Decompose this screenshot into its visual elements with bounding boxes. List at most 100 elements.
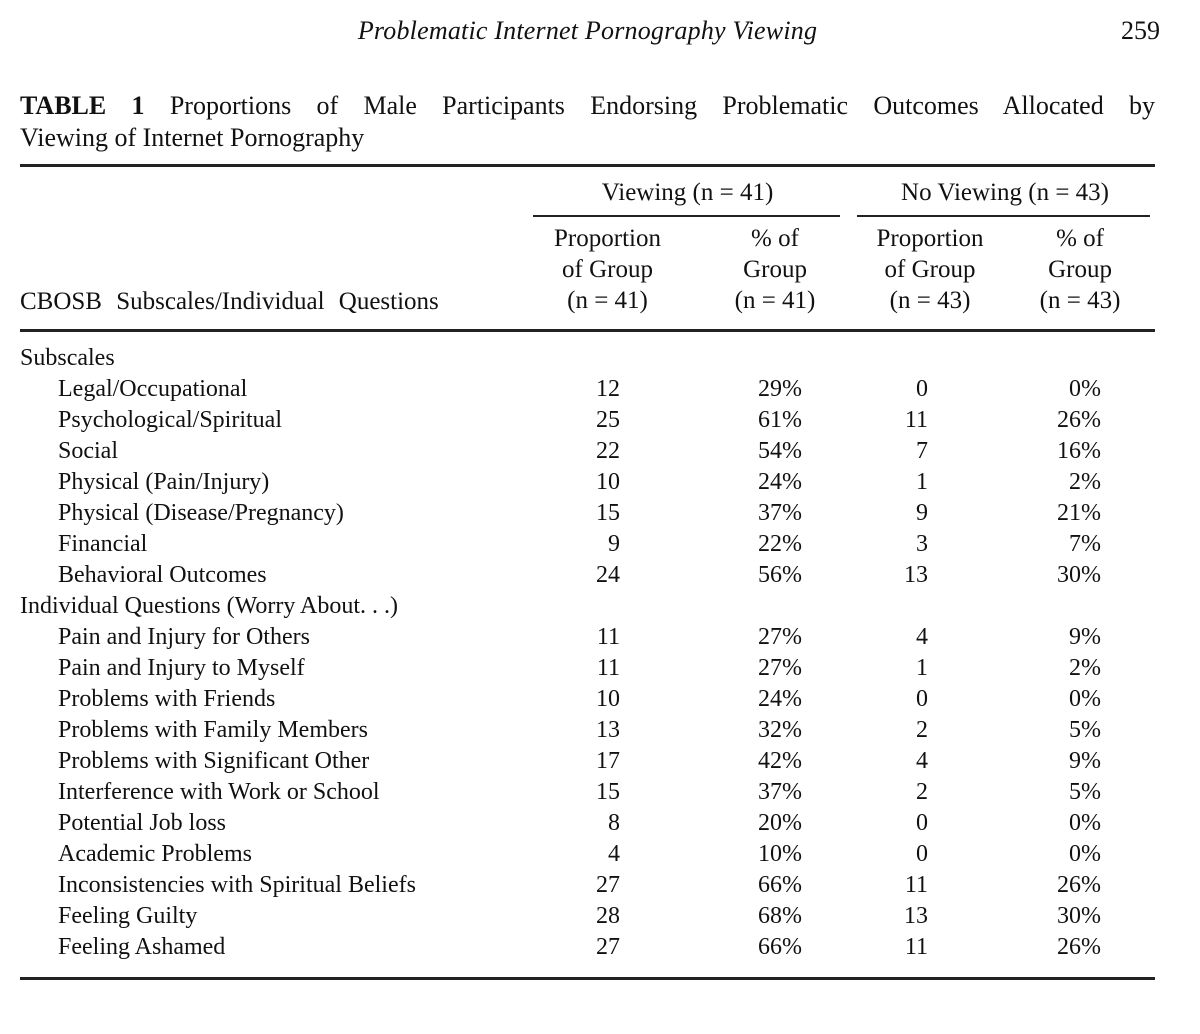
cell-percent-no-viewing: 26% — [1057, 407, 1102, 433]
cell-percent-viewing: 22% — [758, 531, 803, 557]
spanner-rule — [533, 215, 841, 217]
cell-proportion-no-viewing: 9 — [916, 500, 929, 526]
cell-percent-no-viewing: 0% — [1069, 810, 1102, 836]
table-caption-text: Proportions of Male Participants Endorsi… — [169, 91, 1156, 120]
cell-percent-viewing: 56% — [758, 562, 803, 588]
table-row: Behavioral Outcomes 24 56% 13 30% — [20, 560, 1155, 591]
table-row: Feeling Guilty 28 68% 13 30% — [20, 901, 1155, 932]
cell-proportion-viewing: 27 — [596, 872, 620, 898]
cell-proportion-no-viewing: 7 — [916, 438, 929, 464]
cell-proportion-viewing: 15 — [596, 779, 620, 805]
cell-proportion-viewing: 27 — [596, 934, 620, 960]
cell-proportion-viewing: 28 — [596, 903, 620, 929]
cell-proportion-no-viewing: 4 — [916, 748, 929, 774]
table-row: Problems with Friends 10 24% 0 0% — [20, 684, 1155, 715]
table-row: Problems with Family Members 13 32% 2 5% — [20, 715, 1155, 746]
cell-percent-viewing: 32% — [758, 717, 803, 743]
cell-percent-no-viewing: 16% — [1057, 438, 1102, 464]
cell-percent-viewing: 20% — [758, 810, 803, 836]
row-label: Potential Job loss — [58, 810, 227, 836]
table-row: Pain and Injury to Myself 11 27% 1 2% — [20, 653, 1155, 684]
cell-proportion-no-viewing: 3 — [916, 531, 929, 557]
cell-proportion-no-viewing: 4 — [916, 624, 929, 650]
cell-proportion-no-viewing: 13 — [904, 562, 929, 588]
column-header-proportion-no-viewing: Proportion of Group (n = 43) — [855, 217, 1006, 332]
cell-percent-no-viewing: 0% — [1069, 841, 1102, 867]
cell-percent-no-viewing: 0% — [1069, 686, 1102, 712]
cell-proportion-viewing: 12 — [596, 376, 620, 402]
row-label: Inconsistencies with Spiritual Beliefs — [58, 872, 416, 898]
cell-percent-no-viewing — [1005, 331, 1155, 375]
table-row: Pain and Injury for Others 11 27% 4 9% — [20, 622, 1155, 653]
cell-proportion-viewing: 11 — [596, 655, 620, 681]
page-number: 259 — [1121, 16, 1160, 45]
running-head: Problematic Internet Pornography Viewing… — [20, 16, 1160, 46]
cell-percent-no-viewing: 2% — [1069, 469, 1102, 495]
cell-proportion-viewing: 17 — [596, 748, 620, 774]
subheader-row: Proportion of Group (n = 41) % of Group … — [20, 217, 1156, 332]
table-row: Feeling Ashamed 27 66% 11 26% — [20, 932, 1155, 979]
table-caption-line1: TABLE 1 Proportions of Male Participants… — [20, 90, 1155, 122]
table-row: Problems with Significant Other 17 42% 4… — [20, 746, 1155, 777]
cell-proportion-no-viewing: 11 — [904, 934, 929, 960]
table-row: Inconsistencies with Spiritual Beliefs 2… — [20, 870, 1155, 901]
cell-proportion-viewing — [520, 331, 695, 375]
table-caption: TABLE 1 Proportions of Male Participants… — [20, 90, 1155, 154]
table-row: Financial 9 22% 3 7% — [20, 529, 1155, 560]
table-row: Psychological/Spiritual 25 61% 11 26% — [20, 405, 1155, 436]
cell-percent-viewing: 27% — [758, 655, 803, 681]
cell-percent-no-viewing: 26% — [1057, 934, 1102, 960]
cell-proportion-viewing: 25 — [596, 407, 620, 433]
row-label: Behavioral Outcomes — [58, 562, 267, 588]
row-label: Pain and Injury for Others — [58, 624, 310, 650]
table-row: Social 22 54% 7 16% — [20, 436, 1155, 467]
spanner-row: CBOSB Subscales/Individual Questions Vie… — [20, 165, 1155, 332]
row-label: Individual Questions (Worry About. . .) — [20, 593, 399, 619]
cell-proportion-viewing: 15 — [596, 500, 620, 526]
cell-proportion-viewing: 22 — [596, 438, 620, 464]
cell-percent-viewing: 37% — [758, 500, 803, 526]
row-label: Social — [58, 438, 118, 464]
cell-proportion-viewing: 10 — [596, 686, 620, 712]
cell-proportion-viewing: 24 — [596, 562, 620, 588]
cell-percent-viewing — [695, 591, 855, 622]
row-label: Physical (Pain/Injury) — [58, 469, 270, 495]
cell-percent-no-viewing: 30% — [1057, 562, 1102, 588]
cell-proportion-no-viewing: 1 — [916, 469, 929, 495]
cell-percent-no-viewing: 0% — [1069, 376, 1102, 402]
cell-proportion-no-viewing: 2 — [916, 717, 929, 743]
cell-proportion-viewing — [520, 591, 695, 622]
group-header-no-viewing: No Viewing (n = 43) — [855, 166, 1155, 217]
cell-proportion-no-viewing: 0 — [916, 841, 929, 867]
cell-percent-viewing: 68% — [758, 903, 803, 929]
cell-proportion-viewing: 10 — [596, 469, 620, 495]
cell-proportion-no-viewing: 0 — [916, 376, 929, 402]
group-header-no-viewing-label: No Viewing (n = 43) — [901, 179, 1109, 206]
column-header-percent-viewing: % of Group (n = 41) — [695, 217, 856, 332]
cell-percent-viewing: 37% — [758, 779, 803, 805]
table-row: Academic Problems 4 10% 0 0% — [20, 839, 1155, 870]
row-label: Subscales — [20, 345, 115, 371]
row-label: Problems with Significant Other — [58, 748, 370, 774]
cell-proportion-no-viewing: 13 — [904, 903, 929, 929]
row-label: Pain and Injury to Myself — [58, 655, 305, 681]
cell-proportion-viewing: 9 — [608, 531, 620, 557]
table-row: Individual Questions (Worry About. . .) — [20, 591, 1155, 622]
row-label: Financial — [58, 531, 148, 557]
row-label: Problems with Friends — [58, 686, 276, 712]
cell-percent-no-viewing: 21% — [1057, 500, 1102, 526]
cell-percent-no-viewing: 5% — [1069, 717, 1102, 743]
table-row: Interference with Work or School 15 37% … — [20, 777, 1155, 808]
table-row: Subscales — [20, 331, 1155, 375]
cell-proportion-no-viewing: 11 — [904, 872, 929, 898]
column-header-proportion-viewing: Proportion of Group (n = 41) — [520, 217, 695, 332]
row-label: Feeling Guilty — [58, 903, 198, 929]
running-head-title: Problematic Internet Pornography Viewing — [357, 16, 818, 45]
cell-percent-viewing: 66% — [758, 934, 803, 960]
cell-percent-no-viewing: 30% — [1057, 903, 1102, 929]
cell-percent-viewing: 29% — [758, 376, 803, 402]
column-header-percent-no-viewing: % of Group (n = 43) — [1005, 217, 1156, 332]
table-row: Physical (Pain/Injury) 10 24% 1 2% — [20, 467, 1155, 498]
cell-proportion-no-viewing: 0 — [916, 810, 929, 836]
table-row: Potential Job loss 8 20% 0 0% — [20, 808, 1155, 839]
